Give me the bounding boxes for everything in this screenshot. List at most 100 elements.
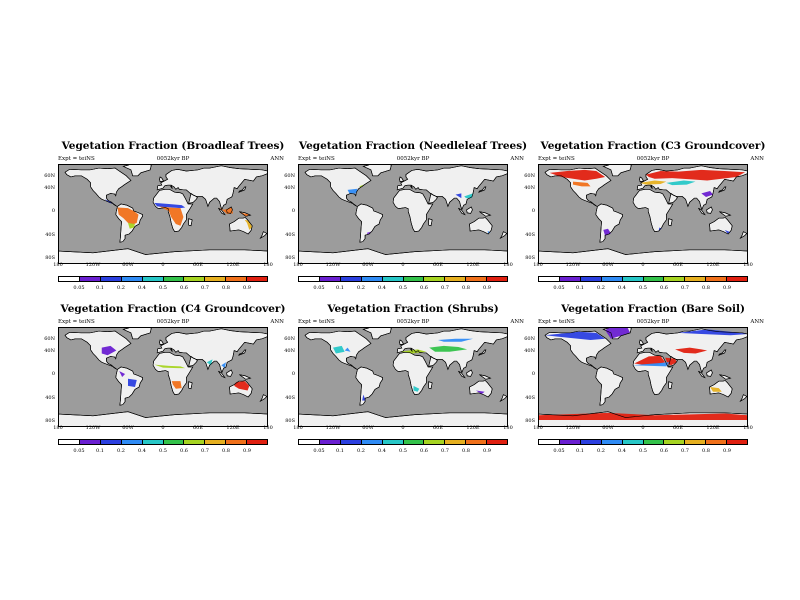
coast-sumatra xyxy=(698,207,706,216)
vegetation-region-6 xyxy=(244,219,253,230)
colorbar-swatch xyxy=(299,277,320,281)
colorbar-swatch xyxy=(643,440,665,444)
x-tick-label: 60W xyxy=(362,262,374,268)
coast-borneo xyxy=(706,369,713,377)
y-tick-label: 60N xyxy=(524,172,535,179)
colorbar-tick-label: 0.2 xyxy=(117,448,125,454)
colorbar-swatch xyxy=(403,277,425,281)
colorbar-swatch xyxy=(559,440,581,444)
x-tick-label: 120W xyxy=(325,262,341,268)
expt-label: Expt = teiNS xyxy=(298,319,335,325)
coast-africa xyxy=(632,351,674,395)
vegetation-region-5 xyxy=(605,327,631,339)
vegetation-region-4 xyxy=(487,231,491,234)
x-tick-label: 60E xyxy=(432,262,443,268)
expt-label: Expt = teiNS xyxy=(298,156,335,162)
colorbar-tick-label: 0.7 xyxy=(201,285,209,291)
season-label: ANN xyxy=(510,156,524,162)
panel-subtitle: 0052kyr BP xyxy=(396,319,430,325)
y-tick-label: 0 xyxy=(531,371,535,378)
panel-c4: Vegetation Fraction (C4 Groundcover) Expt… xyxy=(44,303,288,468)
coast-antarctica xyxy=(298,411,508,427)
coast-madagascar xyxy=(428,381,433,390)
map-frame xyxy=(538,164,748,264)
colorbar-swatch xyxy=(205,440,227,444)
y-tick-label: 60N xyxy=(284,335,295,342)
colorbar-swatch xyxy=(226,440,248,444)
coast-newGuinea xyxy=(719,374,732,380)
panel-subtitle: 0052kyr BP xyxy=(396,156,430,162)
coast-eurasia xyxy=(396,165,508,211)
coast-northAmerica xyxy=(304,167,372,207)
colorbar-swatch xyxy=(247,440,268,444)
y-tick-label: 0 xyxy=(531,208,535,215)
vegetation-region-1 xyxy=(573,181,591,187)
colorbar-tick-label: 0.9 xyxy=(243,285,251,291)
y-tick-label: 0 xyxy=(291,208,295,215)
coast-borneo xyxy=(226,369,233,377)
colorbar-tick-label: 0.7 xyxy=(441,448,449,454)
coast-southAmerica xyxy=(355,203,383,243)
colorbar-swatch xyxy=(163,277,185,281)
colorbar-tick-label: 0.9 xyxy=(483,285,491,291)
y-tick-label: 80S xyxy=(525,418,535,425)
x-tick-label: 0 xyxy=(401,262,405,268)
colorbar-tick-label: 0.1 xyxy=(96,285,104,291)
colorbar-swatch xyxy=(445,277,467,281)
colorbar-swatch xyxy=(727,277,748,281)
coast-nz xyxy=(259,231,268,239)
coast-northAmerica xyxy=(544,167,612,207)
panel-title: Vegetation Fraction (Needleleaf Trees) xyxy=(298,140,528,152)
panel-title: Vegetation Fraction (Broadleaf Trees) xyxy=(61,140,285,152)
colorbar-tick-label: 0.1 xyxy=(576,285,584,291)
vegetation-region-0 xyxy=(117,207,139,225)
coast-africa xyxy=(152,351,194,395)
x-tick-label: 120E xyxy=(466,262,480,268)
colorbar-swatch xyxy=(121,277,143,281)
y-tick-label: 80S xyxy=(45,255,55,262)
colorbar-swatch xyxy=(142,440,164,444)
x-tick-label: 60W xyxy=(362,425,374,431)
map-plot xyxy=(298,327,508,427)
colorbar-swatch xyxy=(79,277,101,281)
vegetation-region-7 xyxy=(710,387,722,392)
coast-antarctica xyxy=(298,248,508,264)
colorbar-tick-label: 0.9 xyxy=(723,285,731,291)
colorbar-swatch xyxy=(184,277,206,281)
colorbar-tick-label: 0.6 xyxy=(660,285,668,291)
colorbar-tick-label: 0.5 xyxy=(399,285,407,291)
vegetation-region-3 xyxy=(455,193,462,199)
vegetation-region-1 xyxy=(359,184,364,188)
map-plot xyxy=(298,164,508,264)
coast-borneo xyxy=(226,206,233,214)
coast-antarctica xyxy=(538,411,748,427)
coast-northAmerica xyxy=(304,330,372,370)
colorbar-tick-label: 0.2 xyxy=(117,285,125,291)
colorbar-swatch xyxy=(664,277,686,281)
season-label: ANN xyxy=(750,319,764,325)
coast-southAmerica xyxy=(595,203,623,243)
coast-japan xyxy=(238,186,247,193)
vegetation-region-1 xyxy=(154,364,186,369)
coast-greenland xyxy=(122,327,152,340)
y-tick-label: 40N xyxy=(284,347,295,354)
colorbar-swatch xyxy=(601,277,623,281)
vegetation-region-0 xyxy=(347,188,358,194)
coast-southAmerica xyxy=(115,366,143,406)
coast-nz xyxy=(739,394,748,402)
y-tick-label: 40S xyxy=(525,231,535,238)
y-tick-label: 40N xyxy=(44,184,55,191)
colorbar-swatch xyxy=(539,277,560,281)
coast-antarctica xyxy=(538,248,748,264)
colorbar xyxy=(298,276,508,282)
coast-eurasia xyxy=(636,165,748,211)
colorbar-swatch xyxy=(59,440,80,444)
coast-uk xyxy=(159,176,165,182)
vegetation-region-2 xyxy=(464,193,473,199)
colorbar-swatch xyxy=(142,277,164,281)
x-tick-label: 120E xyxy=(466,425,480,431)
colorbar-swatch xyxy=(601,440,623,444)
colorbar-tick-label: 0.1 xyxy=(576,448,584,454)
vegetation-region-4 xyxy=(219,207,233,214)
y-tick-label: 0 xyxy=(51,371,55,378)
